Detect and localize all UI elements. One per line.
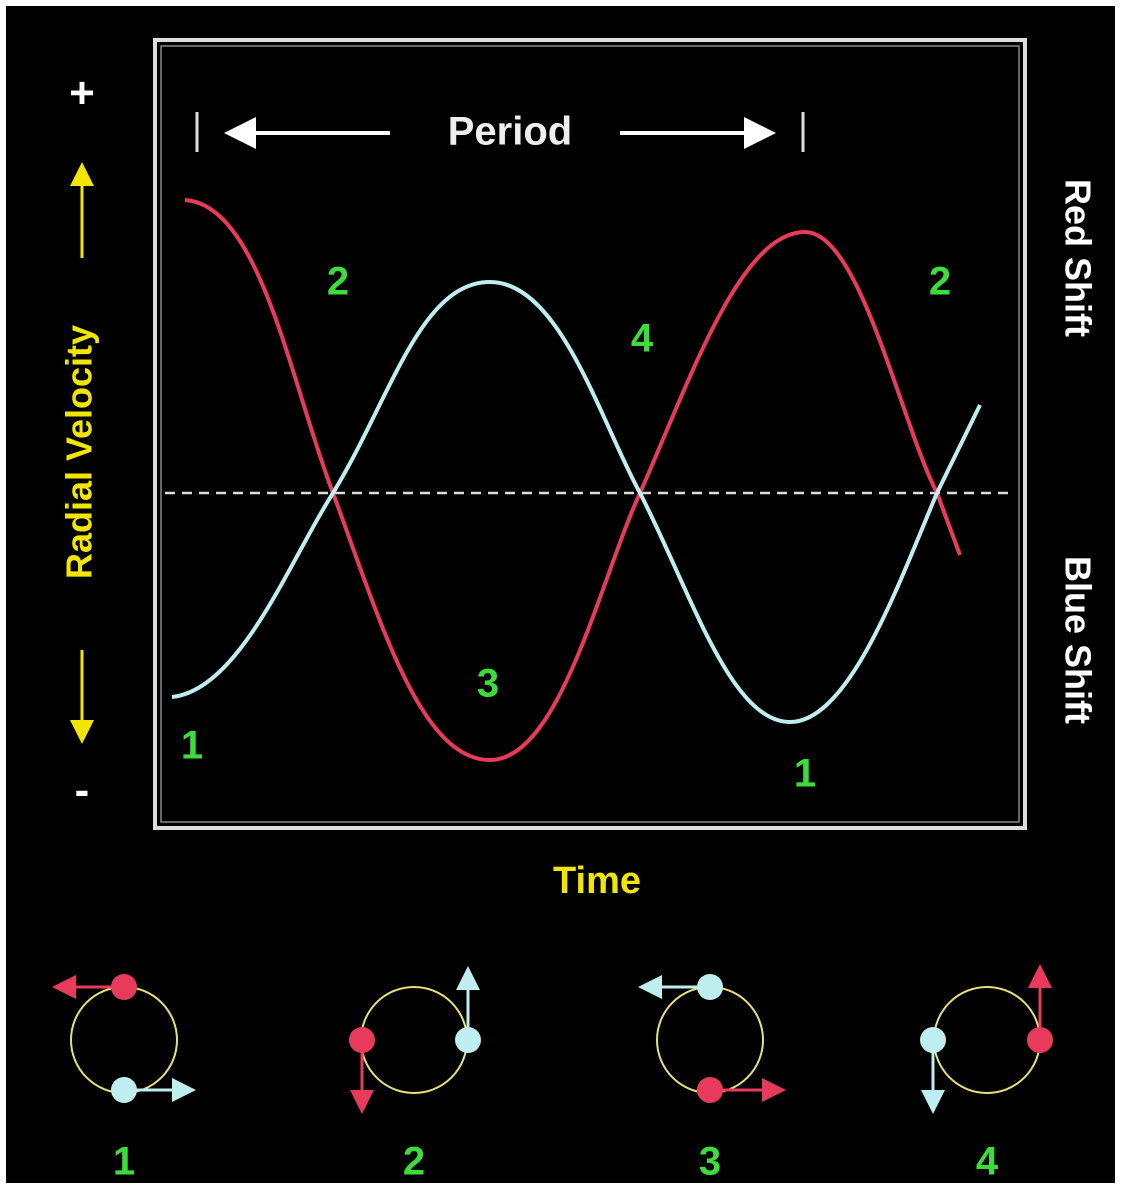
star xyxy=(455,1027,481,1053)
phase-label: 2 xyxy=(929,260,951,304)
star xyxy=(697,1077,723,1103)
star xyxy=(111,1077,137,1103)
background xyxy=(6,6,1115,1183)
phase-label: 1 xyxy=(794,752,816,796)
y-minus: - xyxy=(75,766,90,815)
blue-shift-label: Blue Shift xyxy=(1057,556,1098,724)
phase-label: 4 xyxy=(631,317,654,361)
y-label: Radial Velocity xyxy=(59,325,100,579)
x-label: Time xyxy=(553,860,641,902)
orbit-label: 4 xyxy=(976,1140,999,1184)
red-shift-label: Red Shift xyxy=(1057,179,1098,337)
star xyxy=(697,974,723,1000)
period-label: Period xyxy=(448,110,572,154)
star xyxy=(920,1027,946,1053)
phase-label: 1 xyxy=(181,724,203,768)
orbit-label: 3 xyxy=(699,1140,721,1184)
star xyxy=(1027,1027,1053,1053)
star xyxy=(111,974,137,1000)
phase-label: 2 xyxy=(327,260,349,304)
orbit-label: 2 xyxy=(403,1140,425,1184)
star xyxy=(349,1027,375,1053)
y-plus: + xyxy=(69,69,95,118)
phase-label: 3 xyxy=(477,662,499,706)
orbit-label: 1 xyxy=(113,1140,135,1184)
diagram: Period Radial Velocity + - Red Shift Blu… xyxy=(0,0,1121,1189)
